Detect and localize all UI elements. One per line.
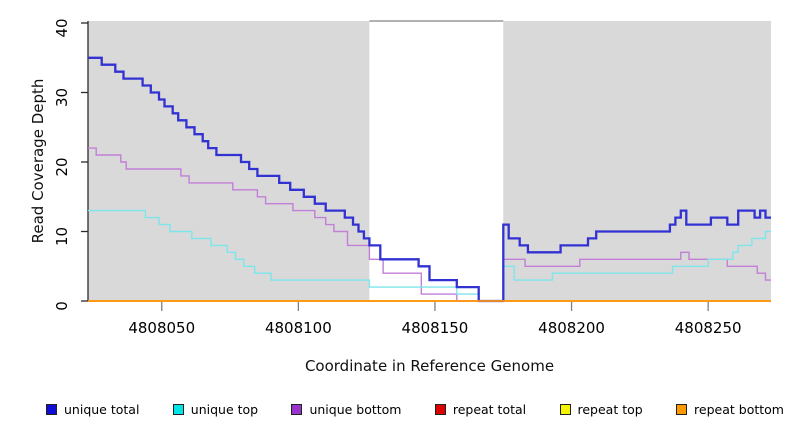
series-unique-bottom: [88, 147, 771, 302]
legend-swatch-icon: [434, 403, 446, 415]
y-axis-label: Read Coverage Depth: [29, 78, 47, 244]
legend-label: repeat top: [577, 401, 643, 417]
highlight-region: [503, 21, 771, 302]
y-tick-label: 10: [53, 227, 71, 246]
legend-item-unique-bottom: unique bottom: [291, 401, 402, 417]
highlight-region: [88, 21, 370, 302]
legend-label: repeat bottom: [694, 401, 784, 417]
legend-swatch-icon: [559, 403, 571, 415]
coverage-chart: 0 10 20 30 40 4808050 4808100 4808150 4808200 480…: [53, 18, 771, 337]
legend-item-repeat-top: repeat top: [559, 401, 643, 417]
legend-item-repeat-bottom: repeat bottom: [676, 402, 784, 417]
legend-item-unique-total: unique total: [46, 402, 139, 417]
legend-item-unique-top: unique top: [172, 401, 259, 417]
legend-label: repeat total: [452, 401, 527, 417]
legend-swatch-icon: [291, 403, 303, 415]
legend-swatch-icon: [676, 403, 688, 415]
series-unique-top: [88, 209, 771, 302]
x-tick-label: 4808200: [538, 319, 605, 337]
legend-item-repeat-total: repeat total: [434, 401, 527, 417]
legend-label: unique bottom: [309, 401, 402, 417]
x-tick-label: 4808150: [402, 319, 469, 337]
legend-label: unique top: [190, 401, 259, 417]
legend-swatch-icon: [172, 403, 184, 415]
legend-swatch-icon: [46, 403, 57, 415]
y-tick-label: 40: [53, 18, 71, 37]
x-axis-label: Coordinate in Reference Genome: [304, 357, 555, 375]
y-tick-label: 30: [53, 88, 71, 107]
x-tick-label: 4808100: [265, 319, 332, 337]
x-tick-label: 4808250: [675, 319, 742, 337]
x-tick-label: 4808050: [128, 319, 195, 337]
legend: unique total unique top unique bottom repea…: [46, 396, 784, 422]
y-tick-label: 20: [53, 157, 71, 176]
y-tick-label: 0: [53, 301, 71, 311]
series-unique-total: [88, 56, 771, 303]
legend-label: unique total: [64, 401, 140, 417]
